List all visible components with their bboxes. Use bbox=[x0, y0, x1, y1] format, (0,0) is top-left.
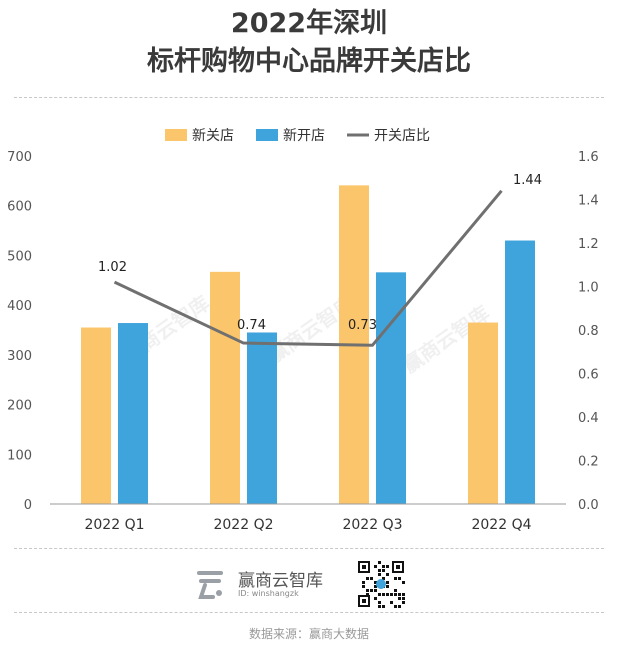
footer-brand-name: 赢商云智库 bbox=[238, 571, 323, 591]
legend-label: 新开店 bbox=[283, 128, 325, 144]
legend-swatch bbox=[256, 129, 278, 141]
chart-title-line2: 标杆购物中心品牌开关店比 bbox=[147, 46, 471, 77]
bar-opened-stores bbox=[376, 272, 406, 504]
y-right-tick-label: 0.8 bbox=[578, 324, 599, 339]
y-left-tick-label: 400 bbox=[7, 299, 32, 314]
y-right-tick-label: 1.4 bbox=[578, 194, 599, 209]
bar-closed-stores bbox=[81, 327, 111, 504]
legend-swatch bbox=[165, 129, 187, 141]
bar-closed-stores bbox=[210, 271, 240, 504]
y-left-tick-label: 200 bbox=[7, 399, 32, 414]
footer-id: ID: winshangzk bbox=[238, 589, 299, 598]
y-right-tick-label: 0.4 bbox=[578, 411, 599, 426]
chart-legend: 新关店 新开店 开关店比 bbox=[165, 128, 430, 144]
x-tick-label: 2022 Q3 bbox=[342, 517, 402, 533]
y-left-tick-label: 500 bbox=[7, 249, 32, 264]
ratio-line bbox=[113, 189, 503, 347]
ratio-data-label: 1.44 bbox=[513, 173, 542, 188]
y-axis-right: 0.0 0.2 0.4 0.6 0.8 1.0 1.2 1.4 1.6 bbox=[578, 150, 599, 513]
y-right-tick-label: 1.0 bbox=[578, 281, 599, 296]
y-left-tick-label: 300 bbox=[7, 349, 32, 364]
y-left-tick-label: 0 bbox=[24, 498, 32, 513]
x-tick-label: 2022 Q1 bbox=[84, 517, 144, 533]
chart-canvas: 赢商云智库 赢商云智库 赢商云智库 新关店 新开店 开关店比 0 100 200 300 400… bbox=[7, 128, 599, 533]
bar-closed-stores bbox=[468, 322, 498, 504]
bar-opened-stores bbox=[247, 332, 277, 504]
legend-label: 新关店 bbox=[192, 128, 234, 144]
ratio-data-label: 0.74 bbox=[237, 318, 266, 333]
y-left-tick-label: 600 bbox=[7, 200, 32, 215]
chart-title-line1: 2022年深圳 bbox=[230, 8, 388, 39]
bottom-divider bbox=[14, 612, 604, 613]
middle-divider bbox=[14, 548, 604, 549]
bar-opened-stores bbox=[118, 323, 148, 504]
y-right-tick-label: 0.0 bbox=[578, 498, 599, 513]
bar-opened-stores bbox=[505, 240, 535, 504]
data-source: 数据来源：赢商大数据 bbox=[248, 627, 369, 641]
x-axis: 2022 Q1 2022 Q2 2022 Q3 2022 Q4 bbox=[50, 503, 566, 533]
y-left-tick-label: 100 bbox=[7, 448, 32, 463]
x-tick-label: 2022 Q2 bbox=[213, 517, 273, 533]
y-right-tick-label: 0.2 bbox=[578, 455, 599, 470]
y-right-tick-label: 0.6 bbox=[578, 368, 599, 383]
bars-layer bbox=[81, 185, 535, 504]
y-axis-left: 0 100 200 300 400 500 600 700 bbox=[7, 150, 32, 513]
top-divider bbox=[14, 97, 604, 98]
ratio-data-label: 1.02 bbox=[98, 260, 127, 275]
ratio-data-label: 0.73 bbox=[348, 318, 377, 333]
y-right-tick-label: 1.6 bbox=[578, 150, 599, 165]
watermark-layer: 赢商云智库 赢商云智库 赢商云智库 bbox=[118, 291, 494, 378]
ratio-line-layer: 1.02 0.74 0.73 1.44 bbox=[98, 173, 542, 347]
legend-label: 开关店比 bbox=[374, 128, 430, 144]
y-left-tick-label: 700 bbox=[7, 150, 32, 165]
y-right-tick-label: 1.2 bbox=[578, 237, 599, 252]
x-tick-label: 2022 Q4 bbox=[471, 517, 531, 533]
